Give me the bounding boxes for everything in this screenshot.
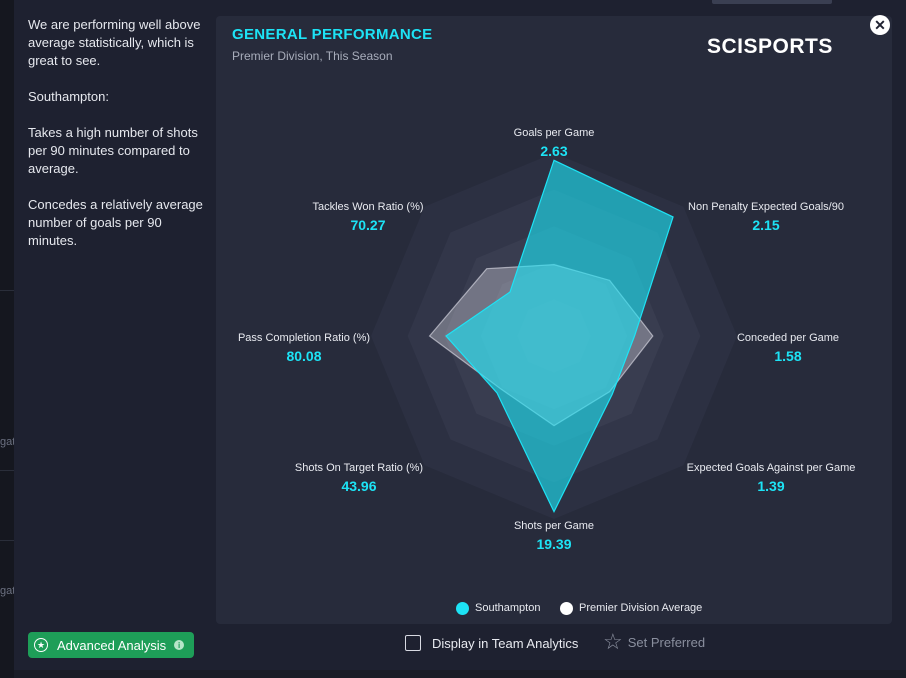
radar-chart [371, 153, 737, 519]
background-panel-left [0, 0, 14, 678]
set-preferred-button[interactable]: ☆ Set Preferred [603, 631, 705, 653]
close-button[interactable]: ✕ [870, 15, 890, 35]
axis-label: Shots On Target Ratio (%) 43.96 [295, 461, 423, 495]
background-fragment: gat [0, 436, 16, 448]
legend-label: Premier Division Average [579, 602, 703, 614]
axis-value: 43.96 [341, 478, 377, 494]
axis-name: Tackles Won Ratio (%) [312, 201, 424, 213]
axis-value: 80.08 [286, 348, 322, 364]
advanced-analysis-label: Advanced Analysis [57, 637, 167, 653]
card-title: GENERAL PERFORMANCE [232, 26, 433, 43]
set-preferred-label: Set Preferred [627, 634, 706, 650]
legend-swatch [560, 601, 573, 615]
axis-name: Expected Goals Against per Game [686, 462, 856, 474]
axis-name: Shots On Target Ratio (%) [294, 462, 424, 474]
axis-label: Pass Completion Ratio (%) 80.08 [238, 331, 370, 365]
axis-name: Shots per Game [513, 520, 595, 532]
axis-label: Conceded per Game 1.58 [737, 331, 839, 365]
close-icon: ✕ [874, 16, 886, 33]
axis-value: 70.27 [350, 217, 386, 233]
display-in-team-analytics[interactable]: Display in Team Analytics [405, 633, 578, 653]
scisports-logo: SCISPORTS [707, 35, 833, 58]
summary-text: We are performing well above average sta… [28, 17, 201, 68]
axis-label: Goals per Game 2.63 [514, 126, 595, 160]
axis-value: 19.39 [536, 536, 572, 552]
card-subtitle: Premier Division, This Season [232, 49, 393, 63]
performance-summary: We are performing well above average sta… [28, 16, 210, 268]
background-divider [0, 540, 14, 541]
axis-value: 2.63 [540, 143, 568, 159]
background-divider [0, 290, 14, 291]
summary-text: Concedes a relatively average number of … [28, 197, 203, 248]
background-header-fragment [712, 0, 832, 4]
info-icon: i [174, 640, 185, 650]
legend-item-southampton: Southampton [456, 600, 540, 616]
star-outline-icon: ☆ [603, 629, 623, 654]
display-label: Display in Team Analytics [432, 635, 579, 651]
axis-label: Non Penalty Expected Goals/90 2.15 [688, 200, 844, 234]
display-checkbox[interactable] [405, 635, 421, 651]
axis-label: Tackles Won Ratio (%) 70.27 [312, 200, 423, 234]
series-southampton [445, 159, 674, 514]
axis-value: 1.58 [774, 348, 802, 364]
axis-name: Pass Completion Ratio (%) [237, 332, 371, 344]
axis-name: Non Penalty Expected Goals/90 [688, 201, 844, 213]
axis-label: Expected Goals Against per Game 1.39 [687, 461, 856, 495]
summary-text: Southampton: [28, 89, 109, 104]
axis-value: 2.15 [752, 217, 780, 233]
background-fragment: gat [0, 585, 16, 597]
axis-name: Goals per Game [513, 127, 595, 139]
advanced-analysis-button[interactable]: ★ Advanced Analysis i [28, 632, 194, 658]
legend-label: Southampton [475, 602, 541, 614]
axis-name: Conceded per Game [736, 332, 840, 344]
legend-swatch [456, 601, 469, 615]
axis-label: Shots per Game 19.39 [514, 519, 594, 553]
axis-value: 1.39 [757, 478, 785, 494]
background-divider [0, 470, 14, 471]
legend-item-average: Premier Division Average [560, 600, 702, 616]
summary-text: Takes a high number of shots per 90 minu… [28, 125, 198, 176]
star-circle-icon: ★ [34, 638, 48, 652]
